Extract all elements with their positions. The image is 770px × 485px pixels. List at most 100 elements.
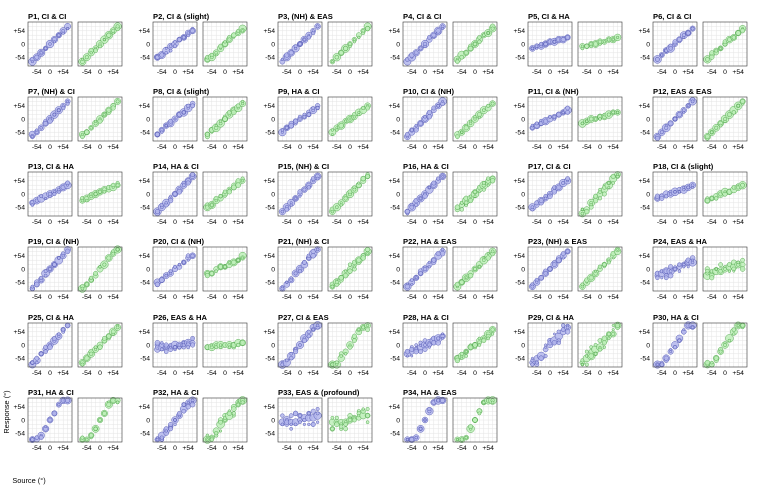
scatter-point (682, 35, 686, 39)
scatter-point (477, 35, 482, 40)
scatter-point (718, 349, 723, 354)
scatter-point (168, 421, 174, 427)
scatter-point (154, 281, 160, 287)
scatter-point (190, 342, 196, 348)
scatter-point (718, 262, 723, 267)
scatter-point (34, 281, 40, 288)
x-tick-label: +54 (182, 219, 194, 226)
scatter-point (668, 46, 673, 51)
scatter-point (288, 50, 294, 56)
scatter-point (306, 112, 311, 117)
scatter-point (288, 355, 294, 361)
scatter-point (338, 424, 344, 429)
scatter-point (106, 32, 112, 38)
scatter-point (61, 105, 66, 111)
axes-frame (202, 96, 248, 142)
scatter-point (89, 351, 94, 356)
scatter-point (30, 203, 35, 207)
scatter-point (47, 417, 53, 423)
scatter-point (338, 50, 344, 56)
scatter-point (348, 117, 352, 121)
x-tick-label: +54 (607, 69, 619, 76)
panel-title: P23, (NH) & EAS (528, 237, 587, 246)
x-tick-label: 0 (473, 69, 477, 76)
x-tick-label: 0 (173, 69, 177, 76)
x-tick-label: 0 (723, 219, 727, 226)
scatter-point (93, 426, 98, 431)
x-tick-label: -54 (582, 219, 592, 226)
scatter-point (280, 286, 285, 291)
subplot-left: -54 0 +54 (652, 21, 698, 76)
scatter-point (347, 417, 353, 423)
x-tick-label: -54 (407, 370, 417, 377)
scatter-point (704, 198, 710, 204)
scatter-point (560, 251, 566, 256)
scatter-point (365, 407, 370, 411)
x-tick-label: -54 (532, 144, 542, 151)
x-tick-label: +54 (107, 219, 119, 226)
y-tick-label: 0 (146, 116, 150, 123)
panel-p25: P25, CI & HA -54 0 +54 -54 0 +54 -54 0 +54 (13, 313, 123, 377)
scatter-point (602, 345, 607, 349)
x-tick-label: -54 (532, 219, 542, 226)
x-tick-label: +54 (107, 370, 119, 377)
axes-frame (577, 171, 623, 217)
axes-frame (27, 96, 73, 142)
axes-frame (527, 246, 573, 292)
scatter-point (241, 179, 245, 183)
scatter-point (226, 189, 232, 195)
scatter-point (611, 181, 615, 185)
panel-title: P24, EAS & HA (653, 237, 708, 246)
scatter-point (611, 328, 615, 332)
x-tick-label: +54 (232, 144, 244, 151)
y-tick-label: 0 (146, 266, 150, 273)
x-tick-label: +54 (482, 294, 494, 301)
scatter-point (431, 257, 437, 263)
scatter-point (486, 31, 490, 35)
y-tick-label: +54 (138, 103, 150, 110)
scatter-point (343, 196, 348, 201)
subplot-right: -54 0 +54 (452, 171, 498, 226)
scatter-point (740, 323, 745, 328)
scatter-point (413, 127, 419, 133)
scatter-point (473, 194, 477, 198)
scatter-point (727, 269, 731, 273)
scatter-point (115, 247, 120, 252)
axes-frame (77, 171, 123, 217)
panel-title: P18, CI & (slight) (653, 162, 714, 171)
panel-title: P3, (NH) & EAS (278, 12, 333, 21)
subplot-right: -54 0 +54 (577, 171, 623, 226)
scatter-point (459, 351, 464, 356)
scatter-point (365, 105, 371, 111)
y-tick-label: 0 (646, 342, 650, 349)
subplot-right: -54 0 +54 (702, 246, 748, 301)
scatter-point (352, 338, 357, 343)
scatter-point (288, 122, 294, 129)
x-tick-label: +54 (307, 144, 319, 151)
axes-frame (327, 322, 373, 368)
scatter-point (713, 355, 719, 361)
y-tick-label: -54 (15, 356, 25, 363)
axes-frame (202, 397, 248, 443)
subplot-left: -54 0 +54 (152, 322, 198, 377)
scatter-point (616, 248, 619, 251)
scatter-point (52, 40, 56, 44)
subplot-right: -54 0 +54 (327, 322, 373, 377)
scatter-point (719, 47, 722, 50)
scatter-point (655, 275, 660, 280)
scatter-point (306, 329, 311, 334)
scatter-point (710, 360, 714, 365)
panel-title: P2, CI & (slight) (153, 12, 210, 21)
x-tick-label: 0 (473, 144, 477, 151)
scatter-point (30, 134, 35, 139)
axes-frame (152, 322, 198, 368)
scatter-point (740, 98, 746, 104)
y-tick-label: +54 (638, 103, 650, 110)
x-tick-label: +54 (357, 370, 369, 377)
x-tick-label: -54 (82, 445, 92, 452)
scatter-point (35, 128, 39, 132)
y-tick-label: +54 (138, 178, 150, 185)
scatter-point (418, 427, 423, 431)
scatter-point (660, 276, 664, 280)
scatter-point (405, 438, 409, 442)
